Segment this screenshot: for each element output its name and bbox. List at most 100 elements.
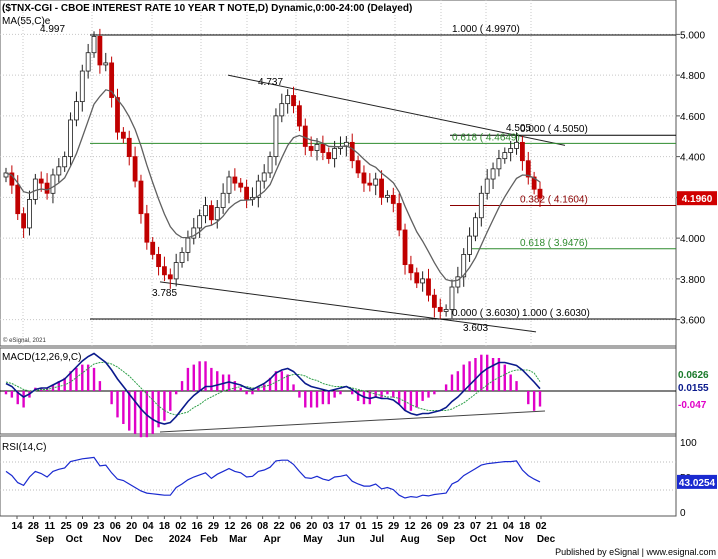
x-axis-dates: 14 28 11 25 09 23 06 20 04 18 02 16 29 12 26 08 22 06 20 03…: [11, 516, 547, 532]
macd-histogram-bar: [497, 358, 501, 391]
macd-histogram-bar: [110, 391, 113, 405]
macd-histogram-bar: [315, 391, 319, 408]
macd-histogram-bar: [532, 391, 536, 411]
macd-histogram-bar: [415, 391, 418, 408]
candle-body: [85, 52, 91, 72]
x-tick-label: 02: [175, 521, 187, 532]
candle-body: [443, 309, 449, 312]
macd-histogram-bar: [268, 377, 272, 391]
x-tick-label: 09: [437, 521, 449, 532]
candle-body: [244, 186, 249, 200]
candle-body: [320, 143, 326, 153]
candle-body: [279, 103, 285, 117]
copyright: © eSignal, 2021: [3, 337, 46, 344]
macd-histogram-bar: [503, 364, 506, 391]
rsi-value-label: 43.0254: [679, 478, 716, 489]
lower-channel-line: [159, 281, 537, 333]
candle-body: [120, 131, 126, 139]
x-tick-label: 06: [290, 521, 302, 532]
candle-body: [214, 207, 220, 221]
candle-body: [449, 286, 455, 310]
macd-histogram-bar: [86, 364, 90, 391]
macd-histogram-bar: [444, 384, 448, 391]
candle-body: [138, 180, 144, 215]
trendlines: [159, 74, 566, 333]
macd-histogram-bar: [239, 387, 242, 391]
macd-histogram-bar: [368, 391, 372, 405]
macd-histogram-bar: [204, 361, 207, 391]
macd-histogram-bar: [98, 381, 102, 391]
macd-histogram-bar: [351, 391, 354, 395]
pivot-label: 3.785: [152, 288, 177, 299]
x-tick-label: 20: [306, 521, 318, 532]
x-month-label: Jun: [337, 534, 355, 545]
x-tick-label: 11: [44, 521, 55, 532]
candle-body: [332, 148, 338, 160]
candle-body: [173, 262, 179, 280]
publisher-credit: Published by eSignal | www.esignal.com: [555, 547, 716, 557]
fib-label: 0.618 ( 3.9476): [520, 238, 588, 249]
candle-body: [396, 203, 402, 231]
candle-body: [255, 180, 261, 198]
candle-body: [531, 176, 537, 190]
x-tick-label: 01: [355, 521, 367, 532]
macd-histogram-bar: [63, 377, 66, 391]
macd-value-labels: 0.0626 0.0155 -0.047: [677, 368, 717, 411]
candle-body: [519, 141, 525, 162]
macd-histogram-bar: [509, 374, 512, 391]
x-tick-label: 29: [388, 521, 400, 532]
candle-body: [273, 115, 279, 158]
macd-histogram-bar: [210, 367, 213, 391]
pivot-label: 4.997: [40, 24, 65, 35]
macd-histogram-bar: [386, 391, 389, 395]
macd-histogram-bar: [304, 391, 307, 408]
candle-body: [32, 178, 38, 200]
x-tick-label: 18: [519, 521, 531, 532]
rsi-label-bg: [677, 474, 717, 489]
macd-histogram-bar: [397, 391, 401, 405]
macd-histogram-bar: [128, 391, 131, 431]
rsi-tick-label: 0: [680, 508, 686, 519]
x-month-label: Oct: [470, 534, 487, 545]
macd-histogram-bar: [403, 391, 407, 411]
candle-body: [308, 146, 314, 151]
candle-body: [15, 184, 21, 215]
fib-label: 1.000 ( 4.9970): [452, 24, 520, 35]
candle-body: [132, 156, 138, 182]
macd-histogram-bar: [356, 391, 360, 401]
pivot-label: 3.603: [463, 323, 488, 334]
x-month-label: 2024: [169, 534, 192, 545]
macd-histogram-bar: [462, 364, 465, 391]
macd-label-bg: [677, 398, 717, 410]
moving-average-line: [5, 89, 541, 282]
macd-histogram-bar: [450, 374, 454, 391]
candle-body: [103, 62, 109, 66]
macd-histogram-bar: [122, 391, 125, 424]
candle-body: [21, 213, 27, 229]
fib-label: 0.000 ( 3.6030): [452, 308, 520, 319]
macd-histogram-bar: [4, 391, 8, 395]
price-panel: [0, 0, 677, 347]
x-tick-label: 20: [126, 521, 138, 532]
x-tick-label: 04: [142, 521, 154, 532]
candle-body: [461, 254, 467, 278]
candle-body: [191, 227, 197, 239]
candle-body: [50, 174, 56, 194]
macd-histogram-bar: [22, 391, 25, 408]
x-tick-label: 26: [241, 521, 253, 532]
candle-body: [302, 125, 308, 147]
fib-label: 0.618 ( 4.4649): [452, 132, 520, 143]
macd-histogram-bar: [180, 381, 184, 391]
x-tick-label: 03: [323, 521, 335, 532]
macd-histogram-bar: [468, 361, 471, 391]
macd-histogram-bar: [538, 391, 542, 407]
macd-histogram-bar: [10, 391, 14, 398]
x-month-label: Oct: [66, 534, 83, 545]
macd-histogram-bar: [298, 391, 301, 398]
macd-histogram-bar: [257, 387, 260, 391]
macd-histogram-bar: [116, 391, 119, 418]
macd-histogram-bar: [333, 391, 336, 398]
candle-body: [467, 235, 472, 255]
macd-histogram-bar: [380, 391, 383, 398]
candle-body: [62, 156, 68, 168]
